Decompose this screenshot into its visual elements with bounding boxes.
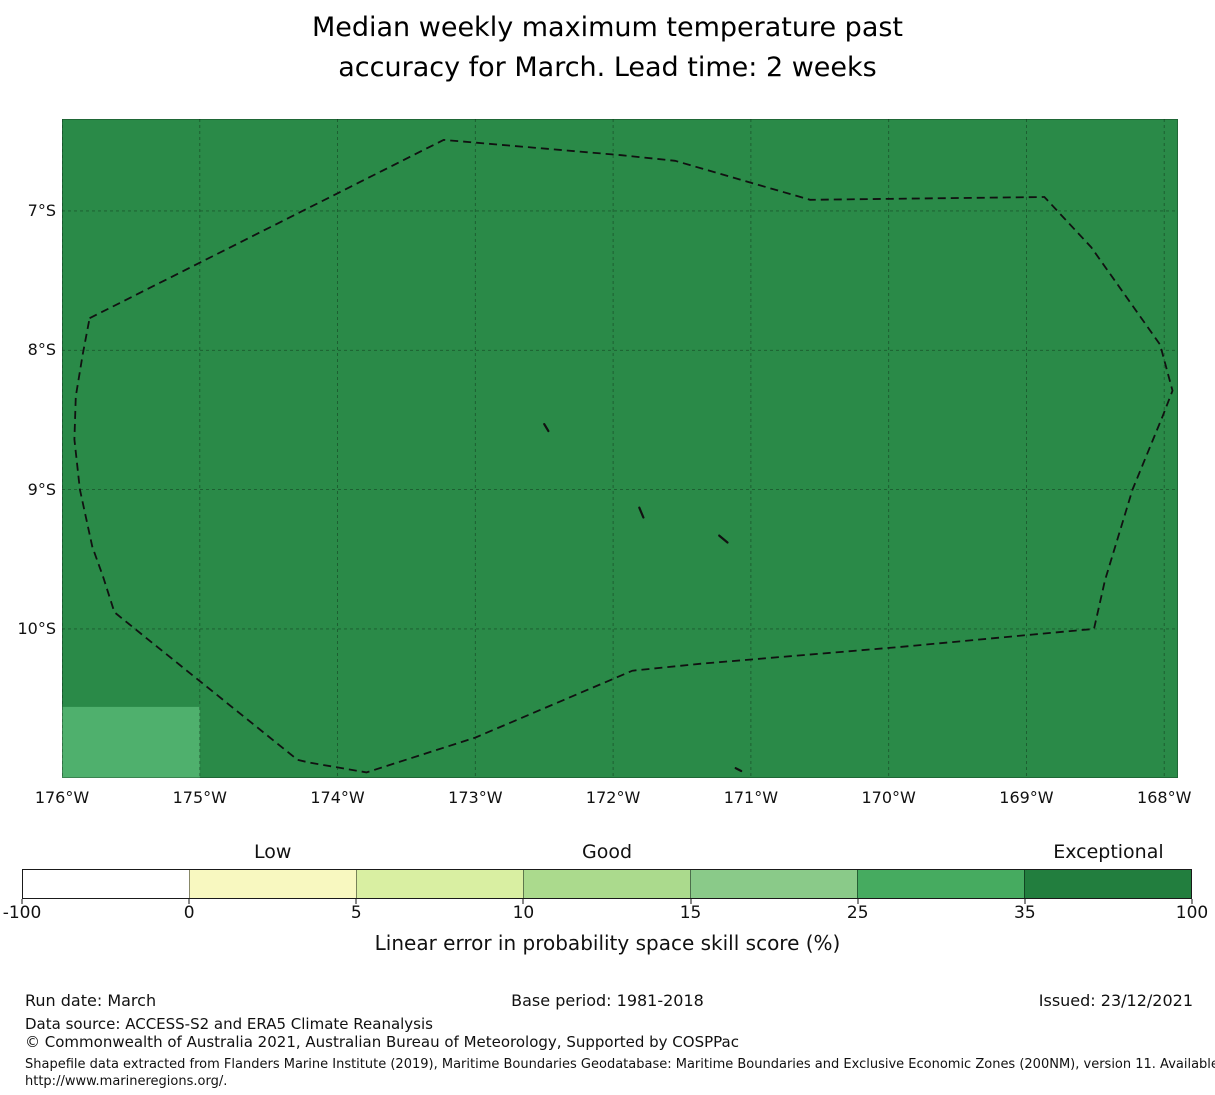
colorbar-tick-label: 15 <box>679 903 702 923</box>
colorbar-segment <box>23 870 189 898</box>
map-ocean-fill <box>62 119 1178 778</box>
colorbar-tick-mark <box>690 899 692 904</box>
footer-issued: Issued: 23/12/2021 <box>1038 991 1193 1010</box>
chart-title: Median weekly maximum temperature past a… <box>0 8 1215 88</box>
colorbar-tick-label: 25 <box>846 903 869 923</box>
y-tick-label: 8°S <box>27 340 56 360</box>
colorbar-axis-label: Linear error in probability space skill … <box>374 931 841 955</box>
island-mark <box>543 423 550 433</box>
colorbar <box>22 869 1192 899</box>
y-tick-label: 10°S <box>17 618 56 638</box>
footer-data-source: Data source: ACCESS-S2 and ERA5 Climate … <box>25 1015 433 1033</box>
x-tick-label: 173°W <box>448 788 503 807</box>
skill-grid-cell <box>62 706 200 778</box>
chart-title-line2: accuracy for March. Lead time: 2 weeks <box>338 52 877 83</box>
y-tick-label: 9°S <box>27 479 56 499</box>
footer-base-period: Base period: 1981-2018 <box>511 991 704 1010</box>
colorbar-tick-mark <box>355 899 357 904</box>
colorbar-segment <box>857 870 1024 898</box>
x-tick-label: 170°W <box>861 788 916 807</box>
island-mark <box>718 534 729 544</box>
colorbar-tick-label: 100 <box>1175 903 1209 923</box>
x-tick-label: 168°W <box>1137 788 1192 807</box>
colorbar-tick-mark <box>1024 899 1026 904</box>
colorbar-segment <box>1024 870 1191 898</box>
eez-boundary-dashed <box>73 138 1174 774</box>
x-tick-label: 171°W <box>723 788 779 807</box>
x-tick-label: 176°W <box>34 788 90 807</box>
colorbar-category-label: Good <box>581 841 633 863</box>
colorbar-tick-label: -100 <box>2 903 42 923</box>
chart-title-line1: Median weekly maximum temperature past <box>311 12 904 43</box>
map-canvas <box>62 119 1178 778</box>
x-tick-label: 174°W <box>310 788 365 807</box>
colorbar-tick-mark <box>1191 899 1193 904</box>
footer-run-date: Run date: March <box>25 991 157 1010</box>
colorbar-segment <box>189 870 356 898</box>
map-plot-area <box>62 119 1178 778</box>
colorbar-tick-label: 10 <box>512 903 535 923</box>
colorbar-tick-mark <box>21 899 23 904</box>
footer-shapefile-line1: Shapefile data extracted from Flanders M… <box>25 1057 1215 1072</box>
colorbar-tick-mark <box>522 899 524 904</box>
x-tick-label: 175°W <box>172 788 227 807</box>
colorbar-tick-mark <box>188 899 190 904</box>
colorbar-segment <box>690 870 857 898</box>
colorbar-tick-mark <box>857 899 859 904</box>
colorbar-category-label: Low <box>253 841 292 863</box>
colorbar-segment <box>523 870 690 898</box>
colorbar-category-label: Exceptional <box>1053 841 1164 863</box>
island-mark <box>638 506 645 519</box>
x-tick-label: 169°W <box>999 788 1054 807</box>
footer-shapefile-line2: http://www.marineregions.org/. <box>25 1074 228 1089</box>
island-mark <box>734 767 743 773</box>
colorbar-tick-label: 5 <box>350 903 362 923</box>
colorbar-tick-label: 0 <box>183 903 195 923</box>
colorbar-segment <box>356 870 523 898</box>
y-tick-label: 7°S <box>27 200 56 220</box>
colorbar-tick-label: 35 <box>1014 903 1036 923</box>
footer-copyright: © Commonwealth of Australia 2021, Austra… <box>25 1033 739 1051</box>
x-tick-label: 172°W <box>585 788 641 807</box>
